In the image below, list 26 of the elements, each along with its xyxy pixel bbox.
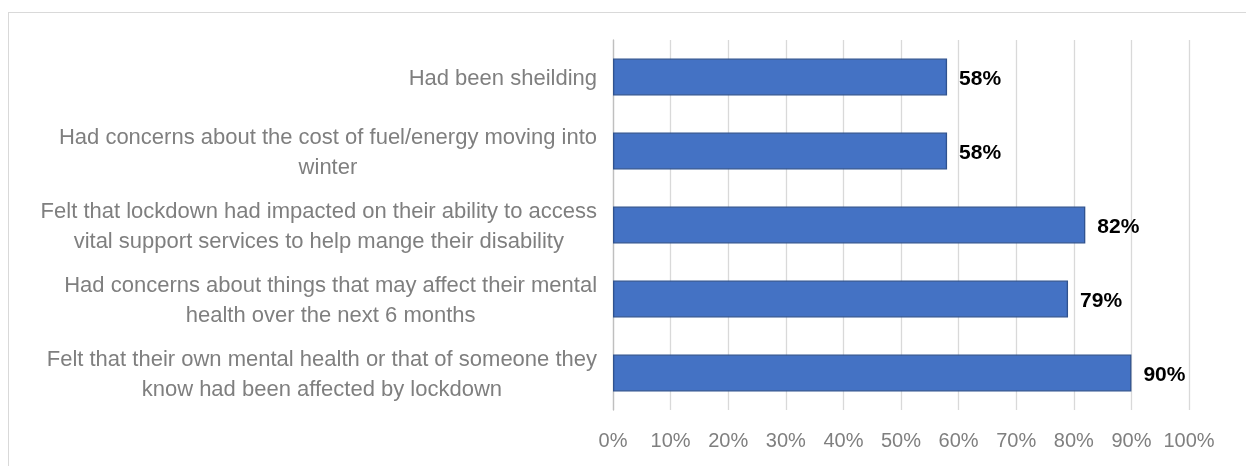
data-label: 58% [959, 65, 1002, 89]
data-label: 82% [1097, 213, 1140, 237]
y-tick-label: Felt that lockdown had impacted on their ability to access vital support services to help mange their disability [40, 197, 597, 253]
x-tick-label: 100% [1163, 429, 1215, 451]
data-label: 90% [1143, 361, 1186, 385]
x-tick-label: 70% [996, 429, 1037, 451]
y-tick-label: Felt that their own mental health or that of someone they know had been affected by lockdown [46, 345, 597, 401]
y-tick-label: Had concerns about the cost of fuel/energy moving into winter [58, 123, 598, 179]
bar [613, 206, 1086, 244]
x-tick-label: 40% [823, 429, 864, 451]
bar [613, 58, 948, 96]
x-tick-label: 10% [650, 429, 691, 451]
x-tick-label: 50% [880, 429, 922, 451]
bar [613, 280, 1069, 318]
x-tick-label: 20% [708, 429, 749, 451]
x-tick-label: 30% [765, 429, 807, 451]
bar [613, 132, 948, 170]
data-label: 58% [959, 139, 1002, 163]
x-tick-label: 0% [598, 429, 628, 451]
data-label: 79% [1080, 287, 1123, 311]
x-tick-label: 60% [938, 429, 979, 451]
y-tick-label: Had been sheilding [408, 64, 598, 90]
bar [613, 354, 1132, 392]
y-tick-label: Had concerns about things that may affect their mental health over the next 6 months [64, 271, 597, 327]
x-tick-label: 80% [1053, 429, 1095, 451]
x-tick-label: 90% [1111, 429, 1152, 451]
